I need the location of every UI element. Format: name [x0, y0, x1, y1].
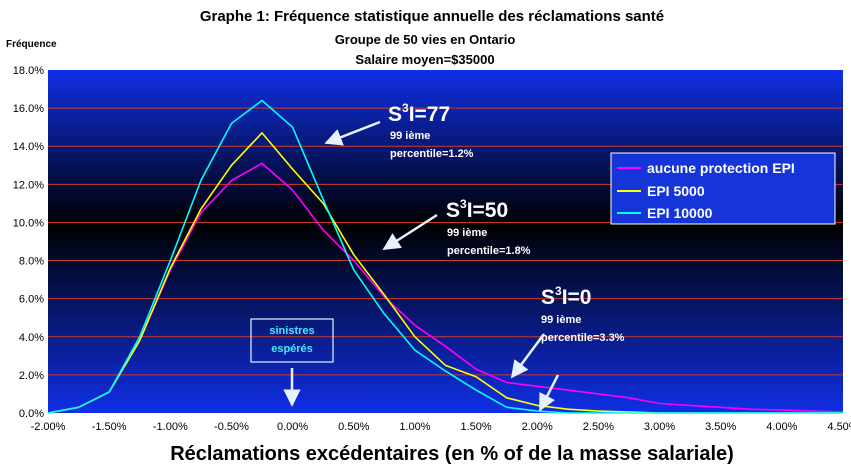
x-tick-label: 2.50%: [583, 421, 614, 433]
annotation-sri-50-line2: percentile=1.8%: [447, 245, 531, 257]
y-tick-label: 10.0%: [13, 217, 44, 229]
annotation-sri-0-line2: percentile=3.3%: [541, 332, 625, 344]
annotation-sri-77-line1: 99 ième: [390, 130, 430, 142]
x-tick-label: 4.00%: [766, 421, 797, 433]
chart-title: Graphe 1: Fréquence statistique annuelle…: [200, 8, 664, 25]
x-axis-label: Réclamations excédentaires (en % of de l…: [170, 443, 734, 465]
x-tick-label: 0.00%: [277, 421, 308, 433]
chart-subtitle-1: Groupe de 50 vies en Ontario: [335, 32, 516, 47]
x-tick-label: -2.00%: [31, 421, 66, 433]
x-tick-label: -1.00%: [153, 421, 188, 433]
annotation-sri-50: S3I=50 99 ième percentile=1.8%: [446, 197, 531, 257]
y-tick-label: 14.0%: [13, 141, 44, 153]
x-tick-label: 0.50%: [338, 421, 369, 433]
y-tick-labels: 0.0% 2.0% 4.0% 6.0% 8.0% 10.0% 12.0% 14.0% 16.0%…: [13, 65, 44, 420]
x-tick-label: 1.00%: [399, 421, 430, 433]
expected-claims-label: sinistres espérés: [250, 318, 334, 363]
y-tick-label: 6.0%: [19, 294, 44, 306]
chart-subtitle-2: Salaire moyen=$35000: [355, 52, 494, 67]
arrow-sri-0: [510, 333, 546, 379]
y-tick-label: 0.0%: [19, 408, 44, 420]
legend-box: [610, 152, 836, 225]
annotation-sri-77: S3I=77 99 ième percentile=1.2%: [388, 101, 474, 160]
gridlines: [48, 107, 843, 376]
series-line-2: [47, 99, 843, 414]
annotation-arrows: [283, 120, 560, 412]
expected-claims-box: [250, 318, 334, 363]
y-tick-label: 12.0%: [13, 179, 44, 191]
annotation-sri-0: S3I=0 99 ième percentile=3.3%: [541, 284, 625, 344]
x-tick-label: 2.00%: [522, 421, 553, 433]
y-tick-label: 16.0%: [13, 103, 44, 115]
y-tick-label: 8.0%: [19, 256, 44, 268]
x-tick-label: -0.50%: [214, 421, 249, 433]
legend-label-epi-5000: EPI 5000: [647, 183, 705, 199]
legend-label-no-protection: aucune protection EPI: [647, 160, 795, 176]
expected-claims-line2: espérés: [271, 343, 313, 355]
x-tick-labels: -2.00% -1.50% -1.00% -0.50% 0.00% 0.50% 1.00% 1…: [31, 421, 851, 433]
annotation-sri-77-title: S3I=77: [388, 101, 450, 126]
x-tick-label: 3.50%: [705, 421, 736, 433]
annotation-sri-50-title: S3I=50: [446, 197, 508, 222]
arrow-sri-50: [382, 213, 438, 251]
annotation-sri-50-line1: 99 ième: [447, 227, 487, 239]
series-lines: [47, 99, 844, 414]
annotation-sri-77-line2: percentile=1.2%: [390, 148, 474, 160]
arrow-sri-77: [324, 120, 381, 146]
x-tick-label: -1.50%: [92, 421, 127, 433]
legend-label-epi-10000: EPI 10000: [647, 205, 713, 221]
series-line-0: [47, 162, 844, 414]
y-tick-label: 2.0%: [19, 370, 44, 382]
y-tick-label: 4.0%: [19, 332, 44, 344]
legend: aucune protection EPI EPI 5000 EPI 10000: [610, 152, 836, 225]
y-tick-label: 18.0%: [13, 65, 44, 77]
annotation-sri-0-line1: 99 ième: [541, 314, 581, 326]
annotation-sri-0-title: S3I=0: [541, 284, 591, 309]
x-tick-label: 1.50%: [460, 421, 491, 433]
plot-area: [48, 70, 843, 413]
arrow-sri-0-tail: [538, 374, 560, 412]
x-tick-label: 3.00%: [644, 421, 675, 433]
x-tick-label: 4.50%: [827, 421, 851, 433]
expected-claims-line1: sinistres: [269, 325, 314, 337]
y-axis-label: Fréquence: [6, 39, 57, 50]
